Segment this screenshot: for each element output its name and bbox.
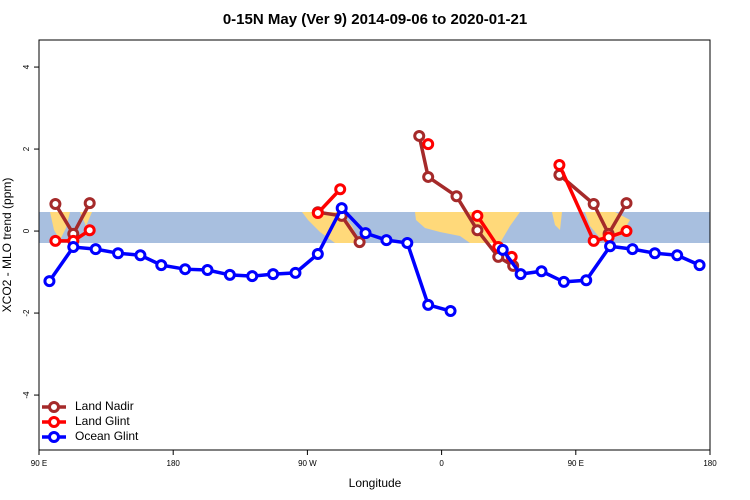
- point: [43, 275, 56, 288]
- point: [557, 275, 570, 288]
- point: [223, 268, 236, 281]
- point: [267, 268, 280, 281]
- x-axis-label: Longitude: [349, 476, 402, 490]
- point: [201, 264, 214, 277]
- x-tick-label: 90 E: [568, 459, 584, 468]
- series-line: [53, 135, 629, 268]
- legend-label: Land Nadir: [75, 399, 134, 413]
- point: [535, 265, 548, 278]
- legend-label: Land Glint: [75, 414, 130, 428]
- point: [471, 209, 484, 222]
- x-tick-label: 180: [167, 459, 181, 468]
- point: [179, 263, 192, 276]
- x-tick-label: 90 E: [31, 459, 47, 468]
- point: [134, 249, 147, 262]
- x-tick-label: 0: [439, 459, 444, 468]
- point: [246, 270, 259, 283]
- point: [89, 243, 102, 256]
- point: [67, 241, 80, 254]
- point: [604, 240, 617, 253]
- chart-title: 0-15N May (Ver 9) 2014-09-06 to 2020-01-…: [223, 11, 527, 28]
- point: [311, 248, 324, 261]
- point: [422, 298, 435, 311]
- y-tick-label: 4: [22, 64, 31, 69]
- point: [311, 207, 324, 220]
- point: [671, 249, 684, 262]
- legend-marker: [48, 416, 60, 428]
- x-tick-label: 90 W: [298, 459, 317, 468]
- point: [693, 259, 706, 272]
- point: [401, 236, 414, 249]
- point: [422, 138, 435, 151]
- point: [422, 170, 435, 183]
- point: [471, 224, 484, 237]
- point: [626, 243, 639, 256]
- point: [450, 190, 463, 203]
- legend-marker: [48, 401, 60, 413]
- point: [514, 268, 527, 281]
- x-tick-label: 180: [703, 459, 717, 468]
- point: [380, 234, 393, 247]
- point: [496, 243, 509, 256]
- y-tick-label: 2: [22, 146, 31, 151]
- point: [155, 259, 168, 272]
- point: [580, 274, 593, 287]
- y-tick-label: -4: [22, 391, 31, 399]
- point: [587, 234, 600, 247]
- legend-marker: [48, 431, 60, 443]
- plot-frame: [38, 39, 711, 451]
- point: [353, 236, 366, 249]
- point: [413, 129, 426, 142]
- land: [415, 212, 520, 243]
- legend-label: Ocean Glint: [75, 429, 139, 443]
- point: [83, 224, 96, 237]
- point: [553, 159, 566, 172]
- point: [289, 266, 302, 279]
- y-tick-label: 0: [22, 228, 31, 233]
- land: [552, 212, 562, 230]
- point: [83, 197, 96, 210]
- point: [359, 227, 372, 240]
- point: [620, 197, 633, 210]
- point: [49, 234, 62, 247]
- point: [620, 225, 633, 238]
- point: [112, 247, 125, 260]
- point: [444, 305, 457, 318]
- point: [49, 198, 62, 210]
- point: [602, 231, 615, 244]
- point: [335, 202, 348, 215]
- y-tick-label: -2: [22, 309, 31, 317]
- point: [648, 247, 661, 260]
- point: [587, 198, 600, 210]
- point: [334, 183, 347, 196]
- y-axis-label: XCO2 - MLO trend (ppm): [0, 178, 14, 313]
